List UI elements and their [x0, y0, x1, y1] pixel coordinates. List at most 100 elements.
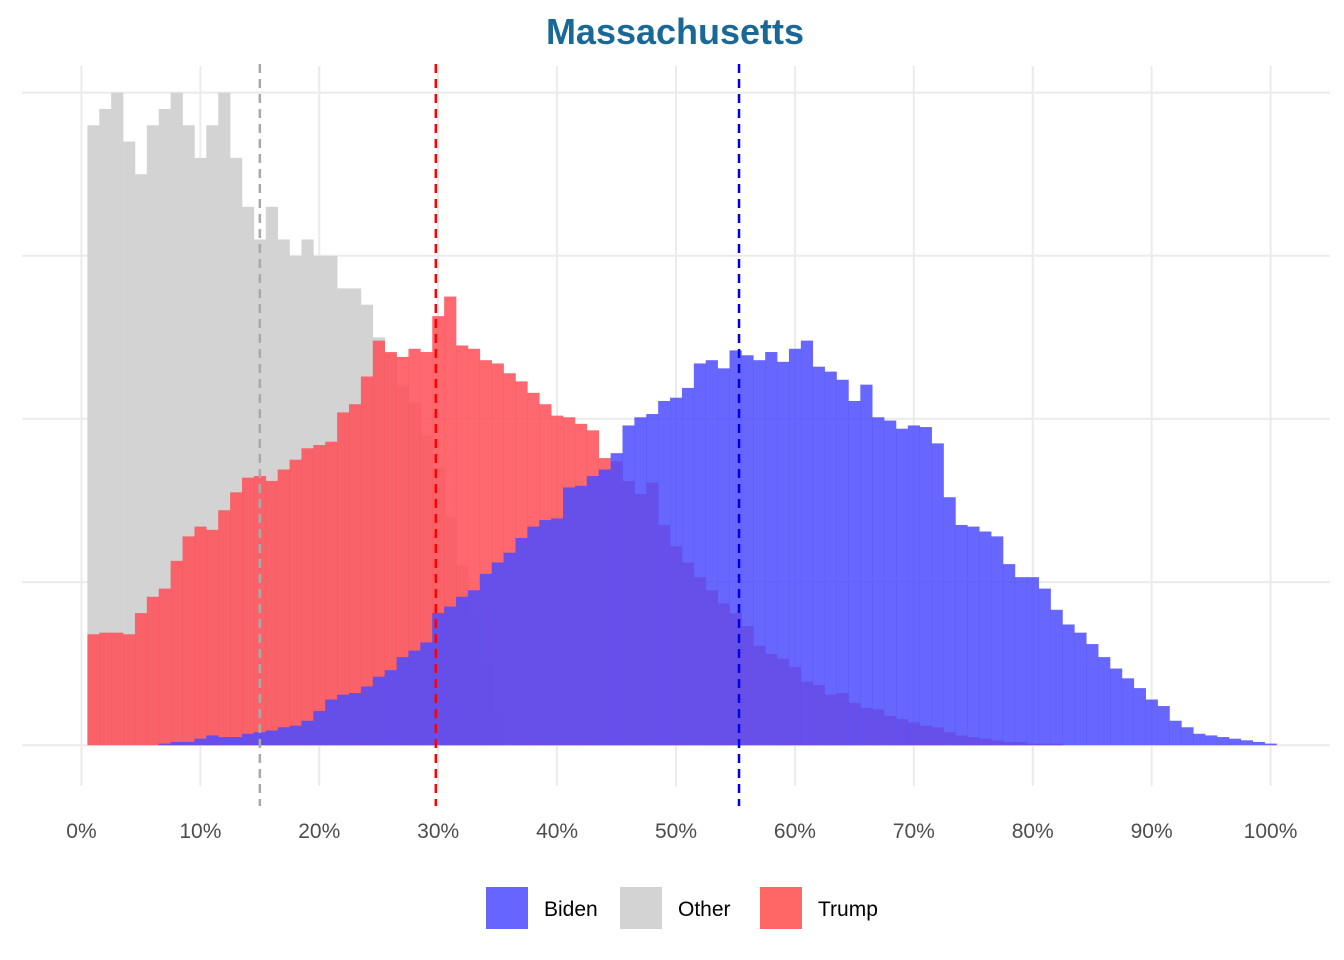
- bar-biden: [194, 738, 207, 746]
- legend-label: Other: [678, 898, 731, 921]
- bar-other: [134, 174, 148, 746]
- bar-trump: [313, 445, 326, 746]
- bar-trump: [123, 634, 136, 746]
- bar-biden: [634, 417, 647, 746]
- bar-biden: [872, 417, 885, 746]
- bar-other: [158, 108, 171, 746]
- bar-biden: [432, 613, 445, 746]
- reference-lines: [258, 64, 741, 806]
- x-tick-label: 20%: [298, 820, 340, 843]
- bar-biden: [955, 524, 968, 746]
- bar-trump: [408, 348, 421, 746]
- bar-other: [111, 92, 124, 746]
- bar-biden: [1014, 577, 1028, 746]
- bar-biden: [729, 350, 742, 746]
- bar-biden: [622, 425, 635, 746]
- bar-biden: [705, 360, 718, 746]
- bar-biden: [349, 693, 362, 746]
- bar-biden: [456, 596, 469, 746]
- bar-biden: [681, 387, 695, 746]
- bar-biden: [812, 366, 825, 746]
- bar-biden: [884, 420, 897, 746]
- bar-biden: [777, 361, 790, 746]
- bar-trump: [218, 510, 231, 746]
- bar-biden: [396, 657, 409, 746]
- x-tick-label: 70%: [893, 820, 935, 843]
- legend-item-biden: Biden: [486, 887, 598, 929]
- bar-biden: [551, 518, 564, 746]
- x-tick-label: 0%: [66, 820, 96, 843]
- x-tick-label: 90%: [1131, 820, 1173, 843]
- bar-biden: [610, 453, 623, 746]
- bar-biden: [658, 400, 671, 746]
- bar-biden: [895, 428, 909, 746]
- bar-trump: [230, 492, 243, 746]
- bar-biden: [1098, 657, 1111, 746]
- bar-trump: [170, 560, 183, 746]
- bar-trump: [325, 441, 338, 746]
- bar-biden: [158, 743, 171, 746]
- bar-biden: [907, 425, 921, 746]
- legend-swatch: [760, 887, 802, 929]
- bar-biden: [420, 642, 433, 746]
- bar-biden: [444, 606, 457, 746]
- bar-biden: [670, 397, 683, 746]
- bar-biden: [230, 737, 243, 746]
- bar-other: [99, 108, 112, 746]
- bar-biden: [241, 733, 255, 746]
- bar-trump: [206, 529, 219, 746]
- bar-biden: [1038, 588, 1051, 746]
- bar-biden: [836, 379, 849, 746]
- x-tick-label: 100%: [1244, 820, 1298, 843]
- legend-item-other: Other: [620, 887, 731, 929]
- bar-biden: [515, 538, 528, 746]
- bar-trump: [134, 613, 148, 746]
- bar-biden: [1169, 720, 1182, 746]
- legend-label: Biden: [544, 898, 598, 921]
- bar-biden: [218, 737, 231, 746]
- bar-trump: [111, 632, 124, 746]
- bar-biden: [741, 355, 754, 746]
- bar-biden: [848, 400, 861, 746]
- bar-biden: [1133, 688, 1146, 746]
- bar-biden: [1050, 609, 1063, 746]
- bar-biden: [1205, 735, 1218, 746]
- bar-biden: [1062, 624, 1075, 746]
- bar-biden: [1181, 727, 1194, 746]
- bar-biden: [503, 552, 516, 746]
- bar-trump: [277, 469, 290, 746]
- bar-trump: [289, 459, 302, 746]
- bar-trump: [384, 352, 397, 746]
- bar-biden: [360, 686, 374, 746]
- bar-biden: [301, 720, 314, 746]
- bar-trump: [99, 632, 112, 746]
- bar-biden: [1121, 678, 1135, 746]
- bar-trump: [360, 376, 374, 746]
- bar-biden: [919, 427, 932, 746]
- bar-biden: [563, 487, 576, 746]
- bar-biden: [979, 531, 992, 746]
- bar-biden: [693, 363, 707, 746]
- bar-biden: [753, 360, 766, 746]
- x-tick-label: 40%: [536, 820, 578, 843]
- bar-biden: [337, 694, 350, 746]
- bar-biden: [384, 670, 397, 746]
- bar-trump: [337, 412, 350, 746]
- bar-biden: [574, 485, 588, 746]
- bar-biden: [1193, 733, 1206, 746]
- x-tick-label: 60%: [774, 820, 816, 843]
- bar-biden: [539, 520, 552, 746]
- bar-biden: [717, 368, 730, 746]
- bar-biden: [1145, 699, 1158, 746]
- bar-other: [146, 125, 160, 746]
- bar-biden: [479, 573, 492, 746]
- bar-biden: [1252, 741, 1265, 746]
- bar-biden: [182, 741, 195, 746]
- bar-biden: [1228, 738, 1242, 746]
- x-tick-label: 50%: [655, 820, 697, 843]
- bar-biden: [824, 371, 837, 746]
- bar-biden: [1157, 706, 1170, 746]
- bar-biden: [491, 562, 504, 746]
- bar-biden: [1217, 737, 1230, 746]
